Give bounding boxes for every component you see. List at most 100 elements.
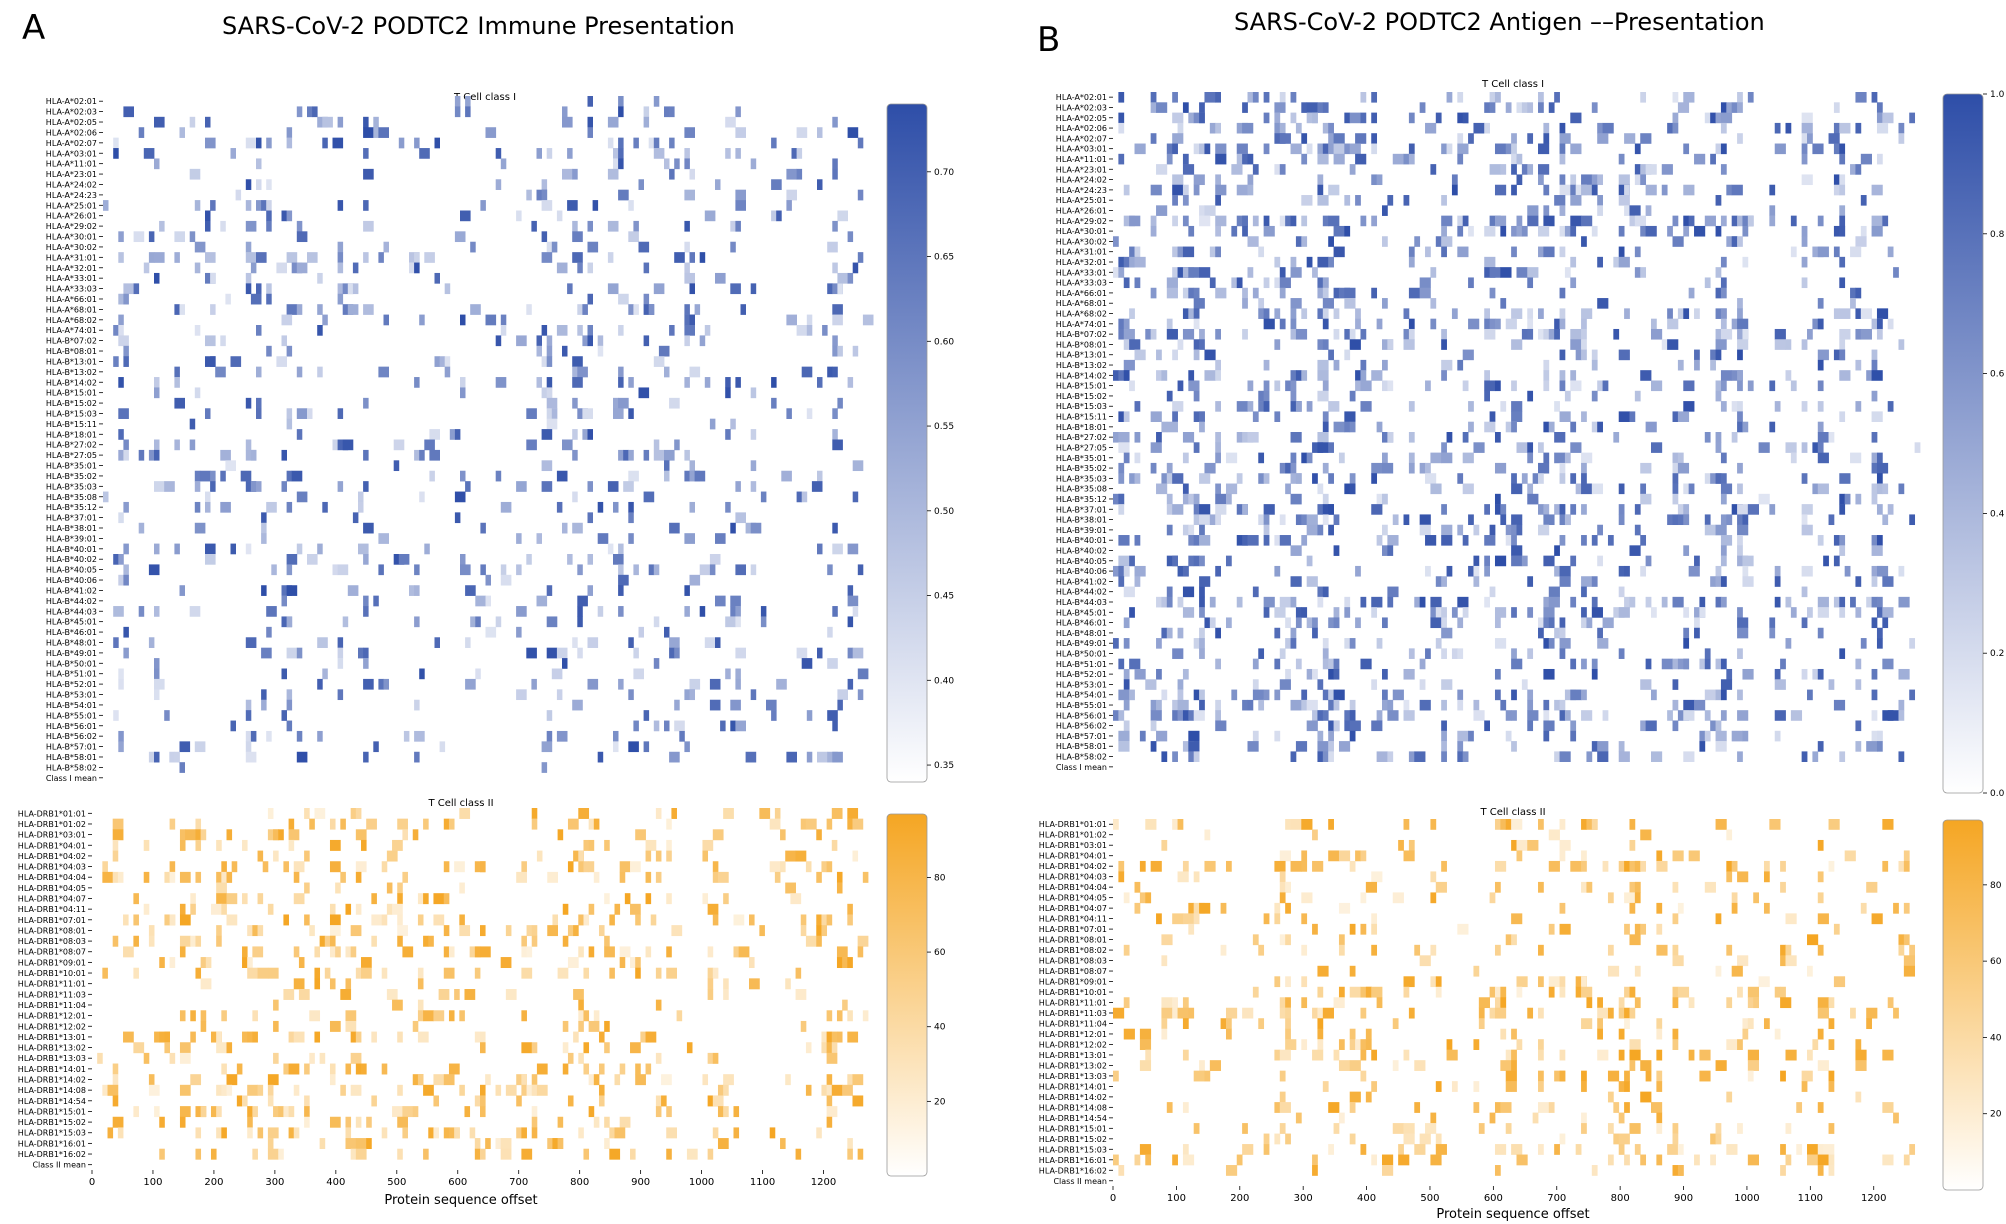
heat-cell	[1645, 720, 1657, 732]
heat-cell	[350, 1084, 362, 1096]
heat-cell	[557, 1116, 564, 1128]
heat-cell	[1118, 535, 1130, 546]
row-label: HLA-DRB1*14:08	[1039, 1103, 1107, 1112]
x-tick-label: 500	[387, 1177, 406, 1188]
heat-cell	[1403, 339, 1415, 350]
heat-cell	[1344, 421, 1351, 433]
row-label: HLA-DRB1*16:01	[1039, 1156, 1107, 1165]
row-label: HLA-A*25:01	[46, 201, 97, 210]
heat-cell	[669, 397, 680, 409]
heat-cell	[1435, 1144, 1447, 1155]
heat-cell	[684, 304, 690, 315]
heat-cell	[1801, 256, 1808, 268]
heat-cell	[1876, 627, 1883, 639]
row-label: HLA-DRB1*04:03	[1039, 873, 1107, 882]
heat-cell	[1333, 545, 1340, 556]
heat-cell	[1812, 143, 1824, 155]
heat-cell	[169, 818, 176, 830]
heat-cell	[1839, 174, 1846, 186]
heat-cell	[1430, 617, 1442, 629]
x-tick-label: 0	[89, 1177, 95, 1188]
heat-cell	[1726, 829, 1733, 841]
heat-cell	[1252, 586, 1259, 598]
heat-cell	[1898, 339, 1905, 350]
heat-cell	[148, 1074, 155, 1086]
heat-cell	[1640, 1091, 1652, 1103]
heat-cell	[423, 818, 429, 830]
heat-cell	[1876, 102, 1883, 113]
heat-cell	[1554, 545, 1560, 556]
heat-cell	[317, 637, 328, 648]
heat-cell	[1500, 1028, 1507, 1040]
heat-cell	[1683, 184, 1695, 196]
heat-cell	[1521, 555, 1528, 567]
heat-cell	[154, 1106, 160, 1118]
heat-cell	[1290, 638, 1297, 649]
heat-cell	[1263, 504, 1275, 515]
heat-cell	[220, 335, 226, 347]
heat-cell	[1274, 164, 1281, 175]
heat-cell	[684, 220, 690, 232]
row-label: HLA-DRB1*08:03	[1039, 957, 1107, 966]
heat-cell	[1672, 679, 1679, 690]
heat-cell	[1295, 370, 1302, 381]
heat-cell	[1355, 370, 1361, 381]
heat-cell	[613, 158, 619, 170]
heat-cell	[1139, 1039, 1152, 1050]
heat-cell	[1371, 720, 1383, 732]
heat-cell	[1150, 92, 1157, 103]
heat-cell	[1199, 689, 1205, 701]
heat-cell	[577, 606, 583, 617]
heat-cell	[112, 1074, 119, 1086]
heat-cell	[112, 935, 119, 947]
heat-cell	[578, 861, 584, 873]
heat-cell	[572, 449, 578, 461]
heat-cell	[1790, 607, 1797, 618]
heat-cell	[381, 1127, 388, 1139]
heat-cell	[1629, 986, 1636, 998]
heat-cell	[664, 449, 675, 461]
heat-cell	[1715, 720, 1722, 732]
heat-cell	[618, 397, 629, 409]
heat-cell	[1882, 514, 1889, 526]
heat-cell	[1801, 174, 1813, 186]
heat-cell	[1182, 860, 1189, 872]
heat-cell	[1113, 638, 1119, 649]
heat-cell	[541, 481, 553, 492]
subplot-title: T Cell class II	[427, 798, 493, 809]
heat-cell	[245, 730, 252, 742]
heat-cell	[1726, 668, 1733, 680]
heat-cell	[276, 356, 287, 367]
heat-cell	[1548, 617, 1555, 629]
heat-cell	[252, 1148, 258, 1160]
heat-cell	[1457, 359, 1464, 371]
heat-cell	[609, 1127, 615, 1139]
heat-cell	[1193, 1070, 1205, 1082]
heat-cell	[1597, 195, 1603, 206]
heat-cell	[1785, 913, 1797, 925]
heat-cell	[1285, 1039, 1297, 1050]
heat-cell	[242, 957, 248, 969]
heat-cell	[1462, 483, 1474, 495]
heat-cell	[1118, 462, 1125, 474]
heat-cell	[821, 914, 828, 926]
heat-cell	[1430, 452, 1442, 464]
heat-cell	[536, 595, 548, 607]
heat-cell	[1538, 328, 1544, 340]
heat-cell	[1156, 596, 1162, 608]
heat-cell	[1290, 860, 1302, 872]
heat-cell	[785, 850, 796, 862]
heat-cell	[256, 200, 262, 211]
heat-cell	[1414, 1102, 1421, 1113]
heat-cell	[1462, 349, 1474, 361]
heat-cell	[694, 470, 706, 482]
heat-cell	[551, 668, 563, 680]
heat-cell	[630, 957, 636, 969]
heat-cell	[112, 1095, 119, 1107]
heat-cell	[1882, 617, 1889, 629]
heat-cell	[1317, 965, 1329, 977]
heat-cell	[1860, 195, 1867, 206]
heat-cell	[1747, 1049, 1759, 1061]
heat-cell	[1758, 442, 1770, 453]
row-label: HLA-A*23:01	[1056, 165, 1107, 174]
